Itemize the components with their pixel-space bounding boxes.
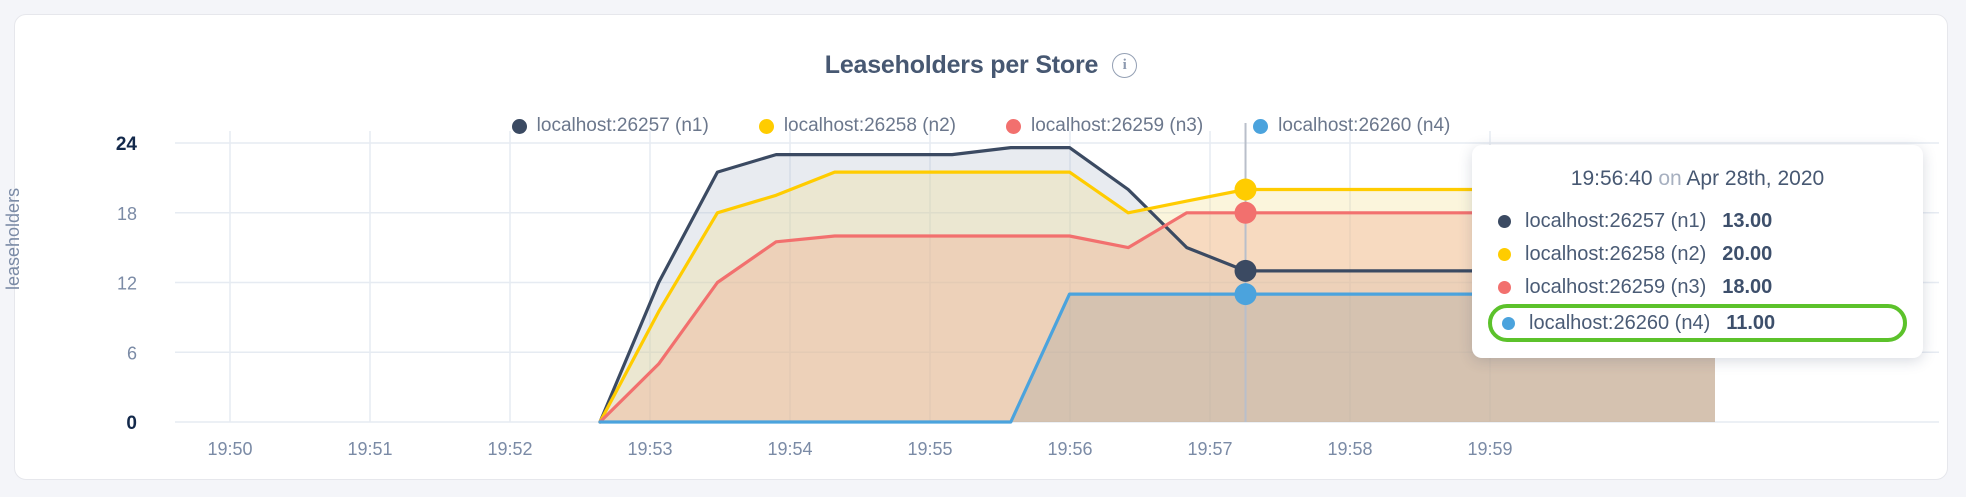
legend-color-dot <box>511 118 527 134</box>
series-area <box>600 212 1715 422</box>
tooltip-series-name: localhost:26258 (n2) <box>1525 243 1707 265</box>
x-tick-label: 19:59 <box>1467 439 1512 459</box>
page-title: Leaseholders per Store <box>824 51 1099 79</box>
x-tick-label: 19:55 <box>907 439 952 459</box>
plot-area: 0 6 12 18 24 19:50 19:51 19:52 19:53 19:54 19:55 19… <box>15 15 1947 479</box>
tooltip-series-value: 20.00 <box>1722 243 1773 265</box>
legend-color-dot <box>1006 118 1021 134</box>
tooltip-timestamp: 19:56:40 on Apr 28th, 2020 <box>1472 163 1923 205</box>
hover-marker[interactable] <box>1234 283 1257 306</box>
hover-marker[interactable] <box>1234 178 1257 201</box>
legend-item[interactable]: localhost:26260 (n4) <box>1253 115 1450 137</box>
legend-item[interactable]: localhost:26259 (n3) <box>1006 115 1203 137</box>
legend-color-dot <box>758 118 774 134</box>
tooltip-row: localhost:26260 (n4) 11.00 <box>1488 304 1907 342</box>
x-tick-label: 19:52 <box>487 439 532 459</box>
x-tick-label: 19:56 <box>1047 439 1092 459</box>
chart-legend: localhost:26257 (n1) localhost:26258 (n2)… <box>15 115 1947 137</box>
tooltip-series-name: localhost:26259 (n3) <box>1525 276 1707 298</box>
hover-marker[interactable] <box>1234 201 1257 224</box>
legend-label: localhost:26260 (n4) <box>1278 115 1451 136</box>
legend-label: localhost:26258 (n2) <box>783 115 956 136</box>
y-tick-label: 24 <box>116 134 138 155</box>
x-tick-label: 19:57 <box>1187 439 1232 459</box>
tooltip-series-value: 13.00 <box>1722 210 1773 232</box>
y-tick-label: 0 <box>126 413 137 434</box>
x-tick-label: 19:54 <box>767 439 812 459</box>
tooltip-series-name: localhost:26257 (n1) <box>1525 210 1707 232</box>
tooltip-series-value: 18.00 <box>1722 276 1773 298</box>
tooltip-on-word: on <box>1658 167 1682 190</box>
tooltip-series-dot <box>1498 281 1511 294</box>
hover-marker[interactable] <box>1234 259 1257 282</box>
legend-label: localhost:26259 (n3) <box>1031 115 1204 136</box>
tooltip-series-value: 11.00 <box>1726 311 1776 334</box>
chart-card: Leaseholders per Store i localhost:26257… <box>3 14 1948 480</box>
tooltip-row: localhost:26257 (n1) 13.00 <box>1472 205 1923 238</box>
legend-label: localhost:26257 (n1) <box>536 115 709 136</box>
tooltip-row: localhost:26259 (n3) 18.00 <box>1472 271 1923 304</box>
x-tick-label: 19:53 <box>627 439 672 459</box>
tooltip-row: localhost:26258 (n2) 20.00 <box>1472 238 1923 271</box>
tooltip-rows: localhost:26257 (n1) 13.00 localhost:26258… <box>1472 205 1923 342</box>
tooltip-series-dot <box>1498 215 1511 228</box>
chart-header: Leaseholders per Store i <box>15 51 1947 80</box>
hover-tooltip: 19:56:40 on Apr 28th, 2020 localhost:262… <box>1472 145 1923 358</box>
tooltip-series-name: localhost:26260 (n4) <box>1529 311 1711 334</box>
tooltip-time: 19:56:40 <box>1570 167 1653 190</box>
legend-item[interactable]: localhost:26257 (n1) <box>511 115 709 137</box>
series-area <box>600 147 1715 422</box>
info-circle-icon[interactable]: i <box>1112 53 1138 78</box>
y-tick-label: 12 <box>117 274 137 294</box>
x-tick-label: 19:51 <box>347 439 392 459</box>
tooltip-date: Apr 28th, 2020 <box>1686 167 1825 190</box>
chart-svg[interactable]: 0 6 12 18 24 19:50 19:51 19:52 19:53 19:54 19:55 19… <box>15 15 1949 481</box>
tooltip-series-dot <box>1502 316 1515 330</box>
tooltip-series-dot <box>1498 248 1511 261</box>
legend-item[interactable]: localhost:26258 (n2) <box>758 115 956 137</box>
y-tick-label: 18 <box>117 204 137 224</box>
x-tick-label: 19:58 <box>1327 439 1372 459</box>
series-area <box>600 294 1715 422</box>
y-tick-label: 6 <box>127 343 137 363</box>
y-axis-title: leaseholders <box>3 187 23 290</box>
x-tick-label: 19:50 <box>207 439 252 459</box>
legend-color-dot <box>1253 118 1269 134</box>
